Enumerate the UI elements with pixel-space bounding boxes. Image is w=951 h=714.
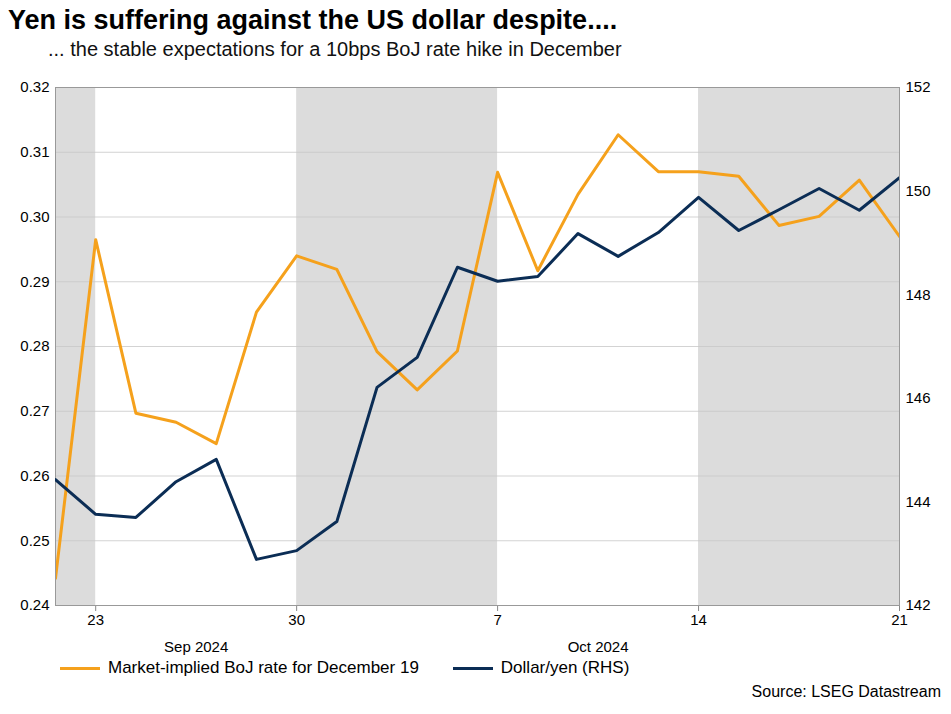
svg-text:7: 7 bbox=[493, 611, 501, 628]
svg-text:0.32: 0.32 bbox=[20, 78, 49, 95]
html-text:Dollar/yen (RHS): Dollar/yen (RHS) bbox=[500, 658, 630, 677]
html-text:... the stable expectations fo: ... the stable expectations for a 10bps … bbox=[48, 38, 622, 60]
html-text:Market-implied BoJ rate for De: Market-implied BoJ rate for December 19 bbox=[108, 658, 419, 677]
svg-text:150: 150 bbox=[906, 182, 931, 199]
svg-text:23: 23 bbox=[87, 611, 104, 628]
svg-text:30: 30 bbox=[288, 611, 305, 628]
svg-text:146: 146 bbox=[906, 389, 931, 406]
svg-text:Oct 2024: Oct 2024 bbox=[568, 638, 629, 655]
html-text:Source: LSEG Datastream: Source: LSEG Datastream bbox=[751, 683, 941, 700]
html-text:Yen is suffering against the U: Yen is suffering against the US dollar d… bbox=[8, 5, 618, 35]
svg-text:0.28: 0.28 bbox=[20, 337, 49, 354]
svg-text:0.24: 0.24 bbox=[20, 596, 49, 613]
svg-text:0.25: 0.25 bbox=[20, 532, 49, 549]
svg-text:152: 152 bbox=[906, 78, 931, 95]
svg-text:148: 148 bbox=[906, 286, 931, 303]
svg-text:Sep 2024: Sep 2024 bbox=[164, 638, 228, 655]
svg-text:0.26: 0.26 bbox=[20, 467, 49, 484]
svg-text:0.30: 0.30 bbox=[20, 208, 49, 225]
svg-text:14: 14 bbox=[690, 611, 707, 628]
svg-text:0.31: 0.31 bbox=[20, 143, 49, 160]
svg-text:144: 144 bbox=[906, 493, 931, 510]
svg-text:0.29: 0.29 bbox=[20, 273, 49, 290]
svg-text:142: 142 bbox=[906, 596, 931, 613]
svg-text:21: 21 bbox=[891, 611, 908, 628]
svg-text:0.27: 0.27 bbox=[20, 402, 49, 419]
